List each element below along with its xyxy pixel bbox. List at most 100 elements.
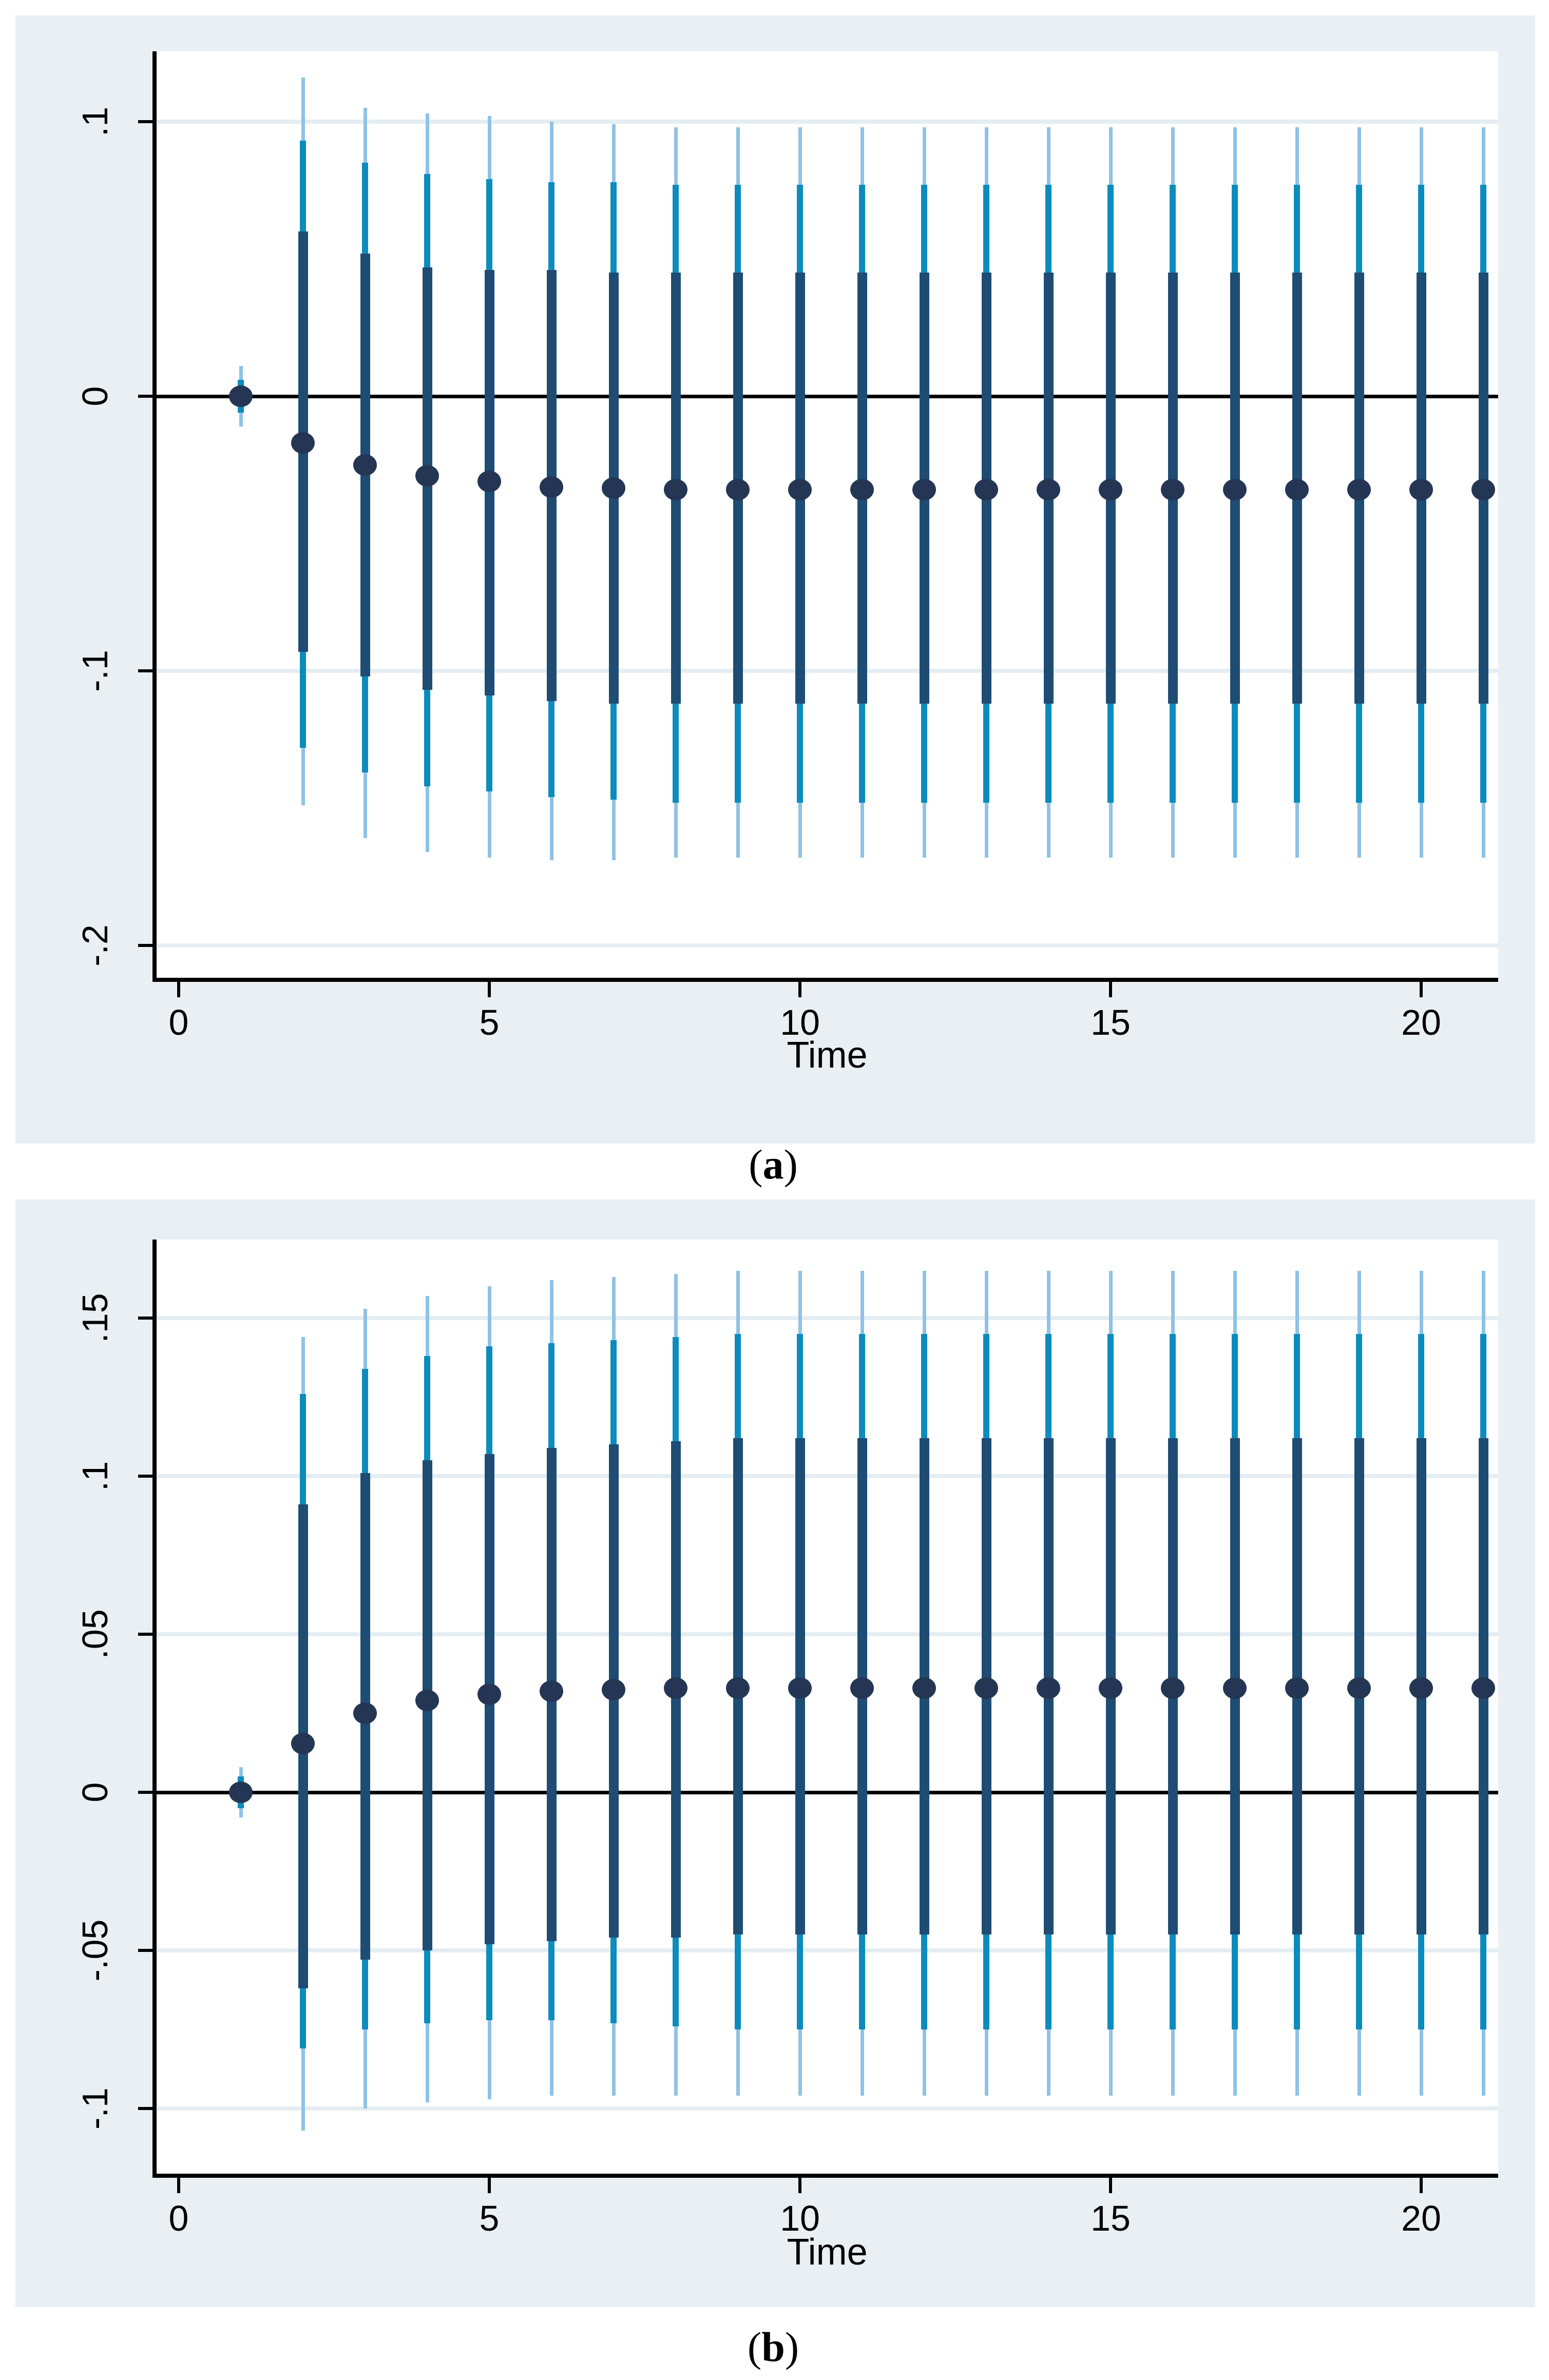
y-tick-label: -.05 [75,1919,115,1982]
caption-a-close: ) [783,1141,798,1188]
point-estimate-dot [1161,478,1184,500]
point-estimate-dot [1347,1677,1371,1699]
point-estimate-dot [353,1702,377,1724]
y-tick [138,395,152,398]
point-estimate-dot [974,478,998,500]
x-tick-label: 0 [168,2198,189,2238]
point-estimate-dot [1223,1677,1247,1699]
point-estimate-dot [664,1677,687,1699]
x-tick-label: 0 [168,1002,189,1042]
gridline [157,1632,1498,1636]
point-estimate-dot [1099,478,1122,500]
caption-b-letter: b [761,2324,785,2370]
x-tick [488,982,491,997]
gridline [157,120,1498,124]
x-tick [177,2178,180,2193]
y-axis-line [152,1240,157,2178]
gridline [157,2106,1498,2111]
x-tick-label: 15 [1091,2198,1131,2238]
point-estimate-dot [1471,1677,1495,1699]
point-estimate-dot [229,1782,253,1803]
y-tick-label: .15 [75,1293,115,1343]
point-estimate-dot [540,1680,563,1702]
point-estimate-dot [850,478,874,500]
caption-b: (b) [748,2326,799,2368]
caption-a-open: ( [749,1141,763,1188]
x-tick-label: 10 [780,2198,820,2238]
point-estimate-dot [415,465,439,487]
y-tick [138,2107,152,2110]
point-estimate-dot [974,1677,998,1699]
y-tick [138,120,152,123]
point-estimate-dot [912,478,936,500]
y-tick [138,1791,152,1794]
zero-line [157,1791,1498,1794]
x-tick-label: 15 [1091,1002,1131,1042]
x-axis-title-a: Time [787,1035,868,1076]
zero-line [157,395,1498,398]
point-estimate-dot [540,476,563,498]
caption-a-letter: a [762,1141,784,1188]
x-tick-label: 10 [780,1002,820,1042]
gridline [157,669,1498,673]
gridline [157,1948,1498,1952]
plot-area [157,51,1498,978]
y-axis-line [152,51,157,982]
point-estimate-dot [1285,1677,1309,1699]
point-estimate-dot [726,478,750,500]
x-tick [488,2178,491,2193]
point-estimate-dot [726,1677,750,1699]
y-tick-label: -.1 [75,2087,115,2130]
point-estimate-dot [1099,1677,1122,1699]
y-tick [138,1317,152,1320]
point-estimate-dot [602,1678,625,1700]
caption-b-close: ) [785,2324,799,2370]
y-tick [138,669,152,672]
y-tick-label: .1 [75,1461,115,1492]
y-tick [138,1949,152,1952]
y-tick [138,1633,152,1636]
gridline [157,943,1498,947]
x-tick [798,2178,801,2193]
point-estimate-dot [229,385,253,407]
x-tick-label: 5 [479,2198,500,2238]
gridline [157,1474,1498,1478]
point-estimate-dot [1285,478,1309,500]
point-estimate-dot [353,454,377,476]
plot-area [157,1240,1498,2174]
point-estimate-dot [1347,478,1371,500]
x-tick [1420,2178,1423,2193]
x-tick-label: 20 [1401,1002,1441,1042]
caption-b-open: ( [747,2324,762,2370]
x-tick-label: 5 [479,1002,500,1042]
point-estimate-dot [788,478,812,500]
x-tick [1109,2178,1112,2193]
y-tick-label: .05 [75,1609,115,1659]
point-estimate-dot [415,1690,439,1712]
point-estimate-dot [1409,1677,1433,1699]
point-estimate-dot [664,478,687,500]
point-estimate-dot [1037,478,1060,500]
point-estimate-dot [602,477,625,499]
point-estimate-dot [1037,1677,1060,1699]
point-estimate-dot [912,1677,936,1699]
caption-a: (a) [749,1144,798,1186]
point-estimate-dot [1409,478,1433,500]
x-tick [1420,982,1423,997]
y-tick-label: 0 [75,1782,115,1803]
x-tick-label: 20 [1401,2198,1441,2238]
gridline [157,1316,1498,1320]
x-axis-line [152,978,1498,982]
x-axis-title-b: Time [787,2232,868,2273]
point-estimate-dot [291,432,315,454]
point-estimate-dot [788,1677,812,1699]
x-tick [798,982,801,997]
x-axis-line [152,2174,1498,2178]
y-tick [138,1475,152,1478]
x-tick [177,982,180,997]
point-estimate-dot [1223,478,1247,500]
y-tick [138,944,152,947]
point-estimate-dot [1471,478,1495,500]
